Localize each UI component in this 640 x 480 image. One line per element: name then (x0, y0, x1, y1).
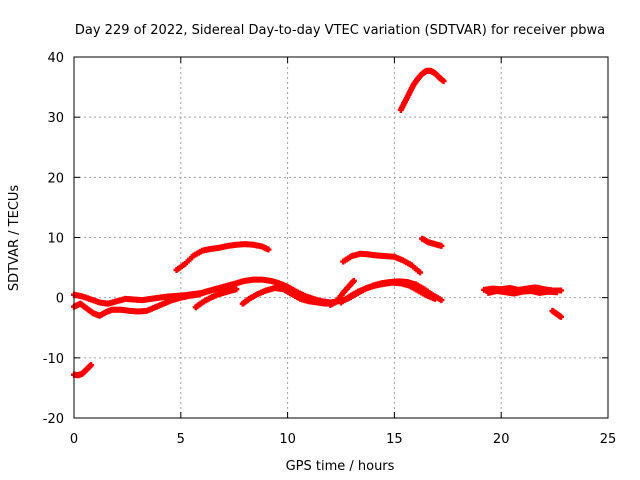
x-axis-label: GPS time / hours (286, 459, 395, 474)
data-point (417, 269, 424, 276)
data-point (558, 313, 565, 320)
data-point (233, 286, 240, 293)
y-tick-label: 10 (47, 232, 64, 247)
x-tick-label: 25 (600, 432, 617, 447)
y-tick-label: 40 (47, 51, 64, 66)
y-tick-label: 30 (47, 111, 64, 126)
data-points (71, 67, 565, 379)
x-tick-label: 20 (493, 432, 510, 447)
data-point (558, 287, 565, 294)
x-tick-label: 10 (279, 432, 296, 447)
data-point (265, 246, 272, 253)
data-point (553, 289, 560, 296)
x-tick-label: 0 (70, 432, 78, 447)
y-tick-label: -20 (43, 412, 64, 427)
plot-frame (73, 56, 609, 419)
y-tick-labels: -20 -10 0 10 20 30 40 (43, 51, 64, 427)
data-point (350, 277, 357, 284)
x-tick-label: 5 (177, 432, 185, 447)
data-point (438, 242, 445, 249)
y-tick-label: -10 (43, 352, 64, 367)
data-point (88, 362, 95, 369)
x-tick-label: 15 (386, 432, 403, 447)
y-tick-label: 20 (47, 171, 64, 186)
data-point (438, 297, 445, 304)
chart-title: Day 229 of 2022, Sidereal Day-to-day VTE… (75, 23, 605, 38)
y-axis-label: SDTVAR / TECUs (7, 185, 22, 292)
y-tick-label: 0 (56, 292, 64, 307)
data-point (431, 295, 438, 302)
x-tick-labels: 0 5 10 15 20 25 (70, 432, 616, 447)
grid-lines (74, 57, 608, 418)
data-point (440, 78, 447, 85)
